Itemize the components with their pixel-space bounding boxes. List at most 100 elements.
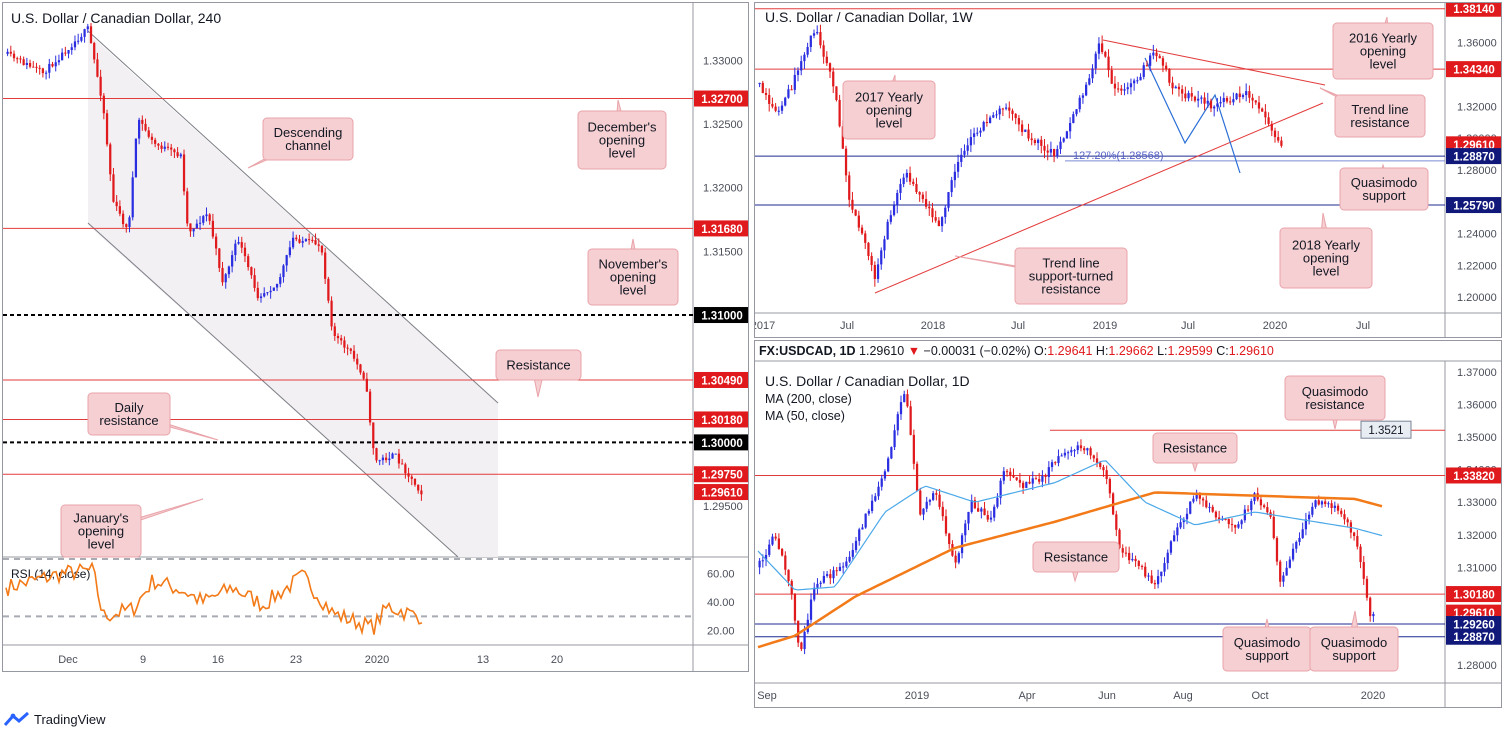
c240-candle xyxy=(324,252,327,279)
price-tag-4-bg xyxy=(1446,616,1501,633)
cd-candle xyxy=(1330,503,1333,509)
c240-candle xyxy=(407,473,410,477)
c240-candle xyxy=(218,248,221,268)
cw-candle xyxy=(953,171,956,181)
cw-candle xyxy=(1072,114,1075,124)
cw-candle xyxy=(1133,80,1136,84)
cd-candle xyxy=(1034,478,1038,480)
cw-candle xyxy=(937,220,940,227)
level-1-3521-box xyxy=(1360,420,1412,439)
callout-november-open: November's opening level xyxy=(599,257,668,298)
callout-trendline-sup-box xyxy=(1014,247,1128,305)
time-axis-label: 2017 xyxy=(755,320,775,332)
chart-daily-svg[interactable]: FX:USDCAD, 1D 1.29610 ▼ −0.00031 (−0.02%… xyxy=(755,341,1501,707)
cd-candle xyxy=(1079,445,1083,449)
cd-candle xyxy=(957,553,960,563)
chart-title: U.S. Dollar / Canadian Dollar, 240 xyxy=(11,10,221,26)
tradingview-logo[interactable]: TradingView xyxy=(4,708,106,730)
c240-candle xyxy=(352,350,356,359)
chart-weekly-svg[interactable]: 127.20%(1.28568)1.360001.320001.300001.2… xyxy=(755,3,1501,337)
c240-candle xyxy=(349,348,352,351)
cw-candle xyxy=(1136,80,1139,82)
c240-candle xyxy=(291,237,295,248)
cw-candle xyxy=(800,61,803,71)
cw-candle xyxy=(1251,97,1254,101)
c240-candle xyxy=(150,136,154,140)
chart-panel-weekly[interactable]: 127.20%(1.28568)1.360001.320001.300001.2… xyxy=(754,2,1502,338)
cd-candle xyxy=(809,599,813,620)
cd-candle xyxy=(1057,456,1060,464)
c240-candle xyxy=(28,63,32,67)
cw-candle xyxy=(886,221,889,240)
c240-candle xyxy=(288,247,292,256)
cd-candle xyxy=(1298,537,1301,543)
price-tag-1: 1.34340 xyxy=(1453,65,1495,77)
cd-candle xyxy=(1173,535,1176,542)
price-tag-1-bg xyxy=(694,220,748,237)
cw-candle xyxy=(1254,100,1257,103)
cw-candle xyxy=(940,217,944,227)
c240-candle xyxy=(38,67,41,69)
cw-candle xyxy=(944,207,947,218)
ma-200-line xyxy=(757,491,1383,649)
cd-candle xyxy=(793,594,797,621)
cw-candle xyxy=(1145,65,1149,67)
cd-candle xyxy=(928,499,932,502)
c240-candle xyxy=(166,146,170,148)
price-axis-label: 1.31000 xyxy=(1457,562,1497,574)
price-axis-label: 1.28000 xyxy=(1457,660,1497,672)
cw-candle xyxy=(841,126,844,149)
cd-candle xyxy=(1311,506,1314,515)
cd-candle xyxy=(1214,511,1218,518)
cd-candle xyxy=(967,511,970,524)
cd-candle xyxy=(1259,499,1263,506)
cw-candle xyxy=(1206,100,1209,104)
ma-50-line xyxy=(757,460,1383,591)
price-axis-label: 1.20000 xyxy=(1457,292,1497,304)
cd-candle xyxy=(973,500,977,509)
cd-candle xyxy=(1163,563,1166,572)
tradingview-logo-text: TradingView xyxy=(34,711,106,727)
cw-candle xyxy=(1187,93,1190,99)
projection-arrows xyxy=(1144,57,1241,174)
c240-candle xyxy=(237,242,240,244)
c240-candle xyxy=(189,223,192,232)
c240-candle xyxy=(221,267,224,283)
c240-candle xyxy=(176,152,179,157)
cd-candle xyxy=(983,508,986,516)
time-axis-label: Jun xyxy=(1098,690,1116,702)
cw-candle xyxy=(828,63,832,72)
c240-candle xyxy=(125,224,128,227)
callout-december-open: December's opening level xyxy=(588,120,657,161)
cd-candle xyxy=(993,506,996,518)
chart-panel-240[interactable]: 1.330001.325001.320001.315001.305001.295… xyxy=(2,2,749,672)
indicator-label: MA (200, close) xyxy=(765,392,852,406)
callout-2018-yearly-box xyxy=(1279,227,1373,289)
cw-candle xyxy=(758,82,761,85)
cd-candle xyxy=(932,493,935,500)
c240-candle xyxy=(118,206,121,214)
time-axis-label: Jul xyxy=(1356,320,1370,332)
cd-candle xyxy=(1356,536,1359,547)
cw-candle xyxy=(1229,101,1232,103)
cw-candle xyxy=(1033,140,1037,144)
c240-candle xyxy=(365,378,368,392)
chart-panel-daily[interactable]: FX:USDCAD, 1D 1.29610 ▼ −0.00031 (−0.02%… xyxy=(754,340,1502,708)
chart-240-svg[interactable]: 1.330001.325001.320001.315001.305001.295… xyxy=(3,3,748,671)
cd-candle xyxy=(1147,575,1150,577)
cw-candle xyxy=(896,192,899,206)
c240-candle xyxy=(64,52,67,54)
c240-candle xyxy=(202,216,205,223)
c240-candle xyxy=(144,123,147,131)
cd-candle xyxy=(1028,481,1031,484)
cd-candle xyxy=(1263,505,1266,508)
cw-candle xyxy=(934,217,937,221)
cd-candle xyxy=(806,619,809,632)
c240-candle xyxy=(311,239,314,241)
cd-candle xyxy=(977,508,980,512)
time-axis-label: Aug xyxy=(1173,690,1193,702)
callout-trendline-sup: Trend line support-turned resistance xyxy=(1029,256,1114,297)
trendline-resistance xyxy=(1102,39,1326,86)
c240-candle xyxy=(61,52,64,61)
price-tag-1-bg xyxy=(1446,61,1501,78)
